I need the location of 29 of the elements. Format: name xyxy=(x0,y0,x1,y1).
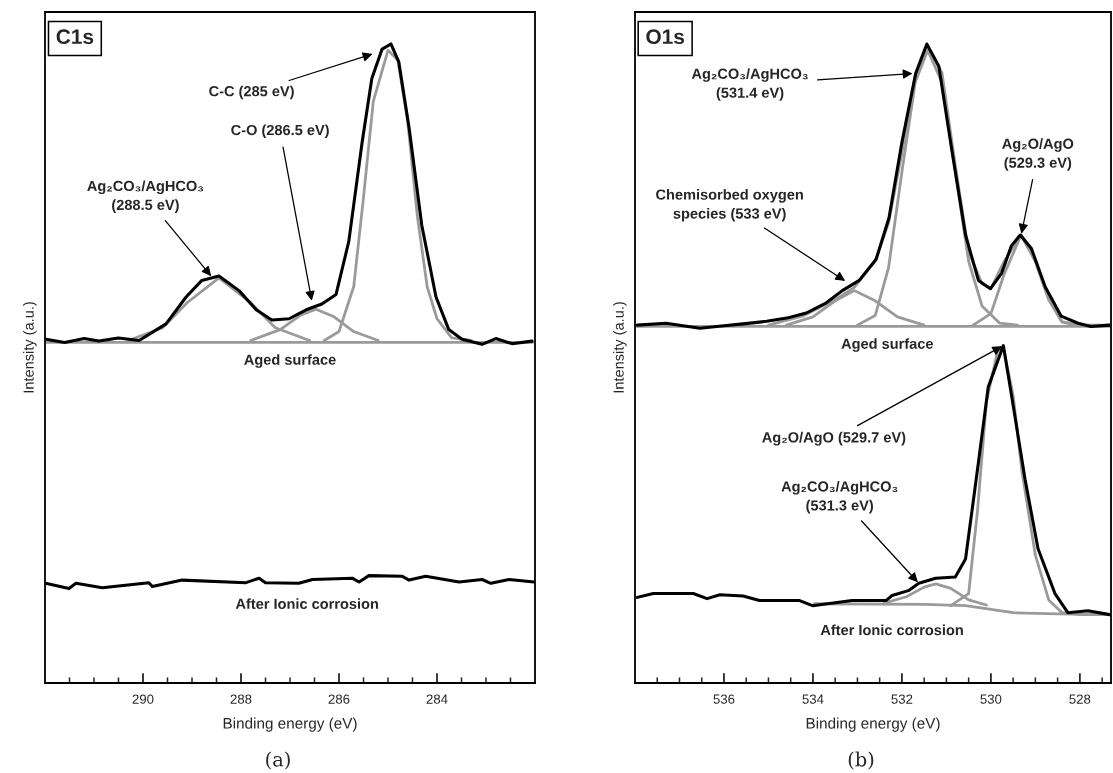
annotation: Ag₂O/AgO (529.3 eV) xyxy=(1002,138,1074,171)
series-label: After Ionic corrosion xyxy=(235,598,378,609)
x-tick-label: 284 xyxy=(426,694,448,704)
text: (b) xyxy=(848,751,874,770)
chart-title: C1s xyxy=(56,29,94,45)
x-axis-title: Binding energy (eV) xyxy=(223,717,357,732)
text: Aged surface xyxy=(841,338,933,352)
x-tick-label: 288 xyxy=(230,694,252,704)
series-label: After Ionic corrosion xyxy=(820,624,963,636)
chart-title: O1s xyxy=(646,29,684,45)
annotation: Ag₂CO₃/AgHCO₃ (288.5 eV) xyxy=(87,180,204,213)
annotation: C-C (285 eV) xyxy=(209,85,294,100)
x-tick-label: 530 xyxy=(980,694,1002,704)
x-tick-label: 536 xyxy=(713,694,735,704)
text: Aged surface xyxy=(244,354,336,368)
x-tick-label: 534 xyxy=(802,694,824,704)
text: (a) xyxy=(266,751,290,770)
annotation: Ag₂O/AgO (529.7 eV) xyxy=(762,431,906,446)
x-axis-title: Binding energy (eV) xyxy=(806,717,940,732)
annotation: Chemisorbed oxygen species (533 eV) xyxy=(656,189,803,222)
y-axis-title: Intensity (a.u.) xyxy=(23,302,37,393)
annotation: Ag₂CO₃/AgHCO₃ (531.3 eV) xyxy=(781,480,898,514)
x-tick-label: 528 xyxy=(1069,694,1091,704)
x-tick-label: 532 xyxy=(891,694,913,704)
y-axis-title: Intensity (a.u.) xyxy=(613,302,627,393)
annotation: Ag₂CO₃/AgHCO₃ (531.4 eV) xyxy=(691,68,808,101)
x-tick-label: 286 xyxy=(328,694,350,704)
x-tick-label: 290 xyxy=(132,694,154,704)
annotation: C-O (286.5 eV) xyxy=(231,124,329,139)
